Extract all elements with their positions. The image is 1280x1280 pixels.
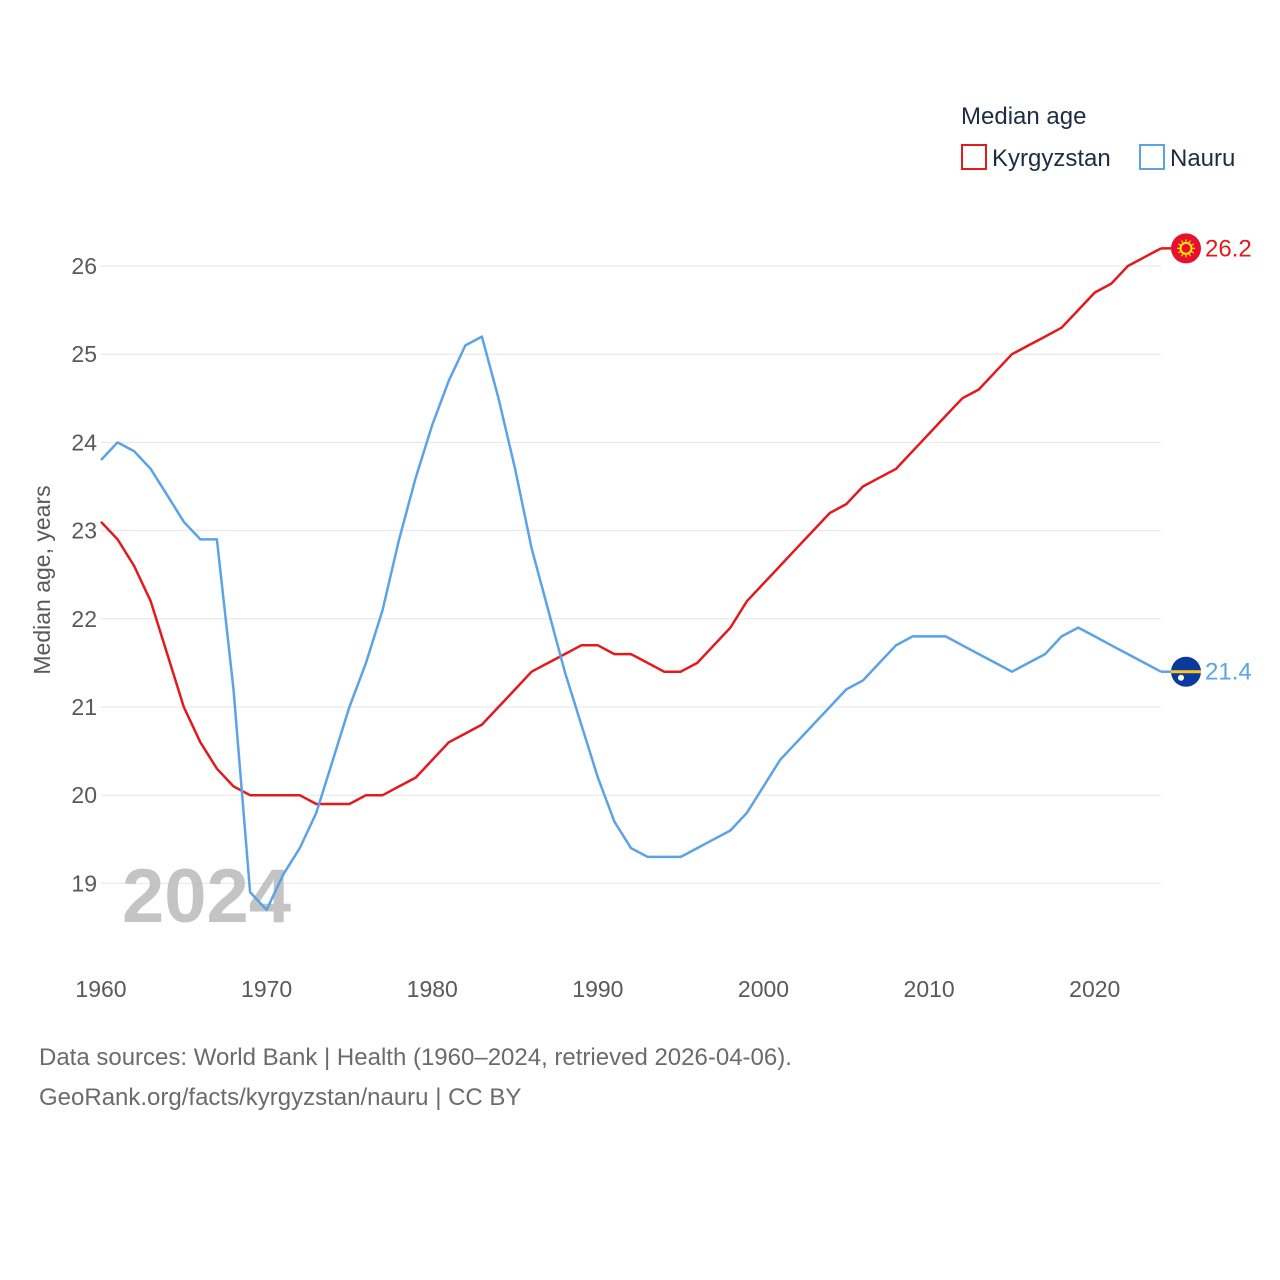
y-tick-label: 25 xyxy=(71,341,97,367)
series-line-nauru[interactable] xyxy=(100,335,1162,912)
legend-item-nauru[interactable]: Nauru xyxy=(1139,144,1235,172)
footer-attribution[interactable]: GeoRank.org/facts/kyrgyzstan/nauru | CC … xyxy=(39,1084,522,1111)
legend-swatch-kyrgyzstan xyxy=(961,144,987,170)
y-tick-label: 20 xyxy=(71,782,97,808)
kyrgyzstan-flag-icon xyxy=(1171,233,1201,264)
y-tick-label: 26 xyxy=(71,253,97,279)
y-axis-ticks: 19 20 21 22 23 24 25 26 xyxy=(71,253,97,896)
y-tick-label: 24 xyxy=(71,429,97,455)
y-axis-label: Median age, years xyxy=(29,485,55,674)
line-chart: 19 20 21 22 23 24 25 26 1960 1970 1980 1990 2000 201… xyxy=(29,103,1252,1002)
legend-label-kyrgyzstan: Kyrgyzstan xyxy=(992,145,1111,172)
y-tick-label: 23 xyxy=(71,518,97,544)
gridlines xyxy=(101,265,1161,884)
series-line-kyrgyzstan[interactable] xyxy=(100,247,1162,806)
y-tick-label: 21 xyxy=(71,694,97,720)
nauru-flag-icon xyxy=(1171,656,1201,687)
x-tick-label: 1970 xyxy=(241,976,292,1002)
x-tick-label: 1960 xyxy=(75,976,126,1002)
legend-swatch-nauru xyxy=(1139,144,1165,170)
legend-title: Median age xyxy=(961,103,1086,130)
legend-label-nauru: Nauru xyxy=(1170,145,1235,172)
x-axis-ticks: 1960 1970 1980 1990 2000 2010 2020 xyxy=(75,976,1120,1002)
x-tick-label: 2010 xyxy=(904,976,955,1002)
x-tick-label: 1990 xyxy=(572,976,623,1002)
legend-item-kyrgyzstan[interactable]: Kyrgyzstan xyxy=(961,144,1111,172)
x-tick-label: 2000 xyxy=(738,976,789,1002)
year-watermark: 2024 xyxy=(122,854,291,939)
x-tick-label: 1980 xyxy=(407,976,458,1002)
y-tick-label: 19 xyxy=(71,870,97,896)
y-tick-label: 22 xyxy=(71,606,97,632)
end-value-label-kyrgyzstan: 26.2 xyxy=(1205,235,1252,262)
x-tick-label: 2020 xyxy=(1069,976,1120,1002)
footer-sources: Data sources: World Bank | Health (1960–… xyxy=(39,1044,792,1071)
end-value-label-nauru: 21.4 xyxy=(1205,659,1252,686)
series-layer: 26.2 21.4 xyxy=(100,233,1252,912)
legend: Median age Kyrgyzstan Nauru xyxy=(961,103,1235,172)
